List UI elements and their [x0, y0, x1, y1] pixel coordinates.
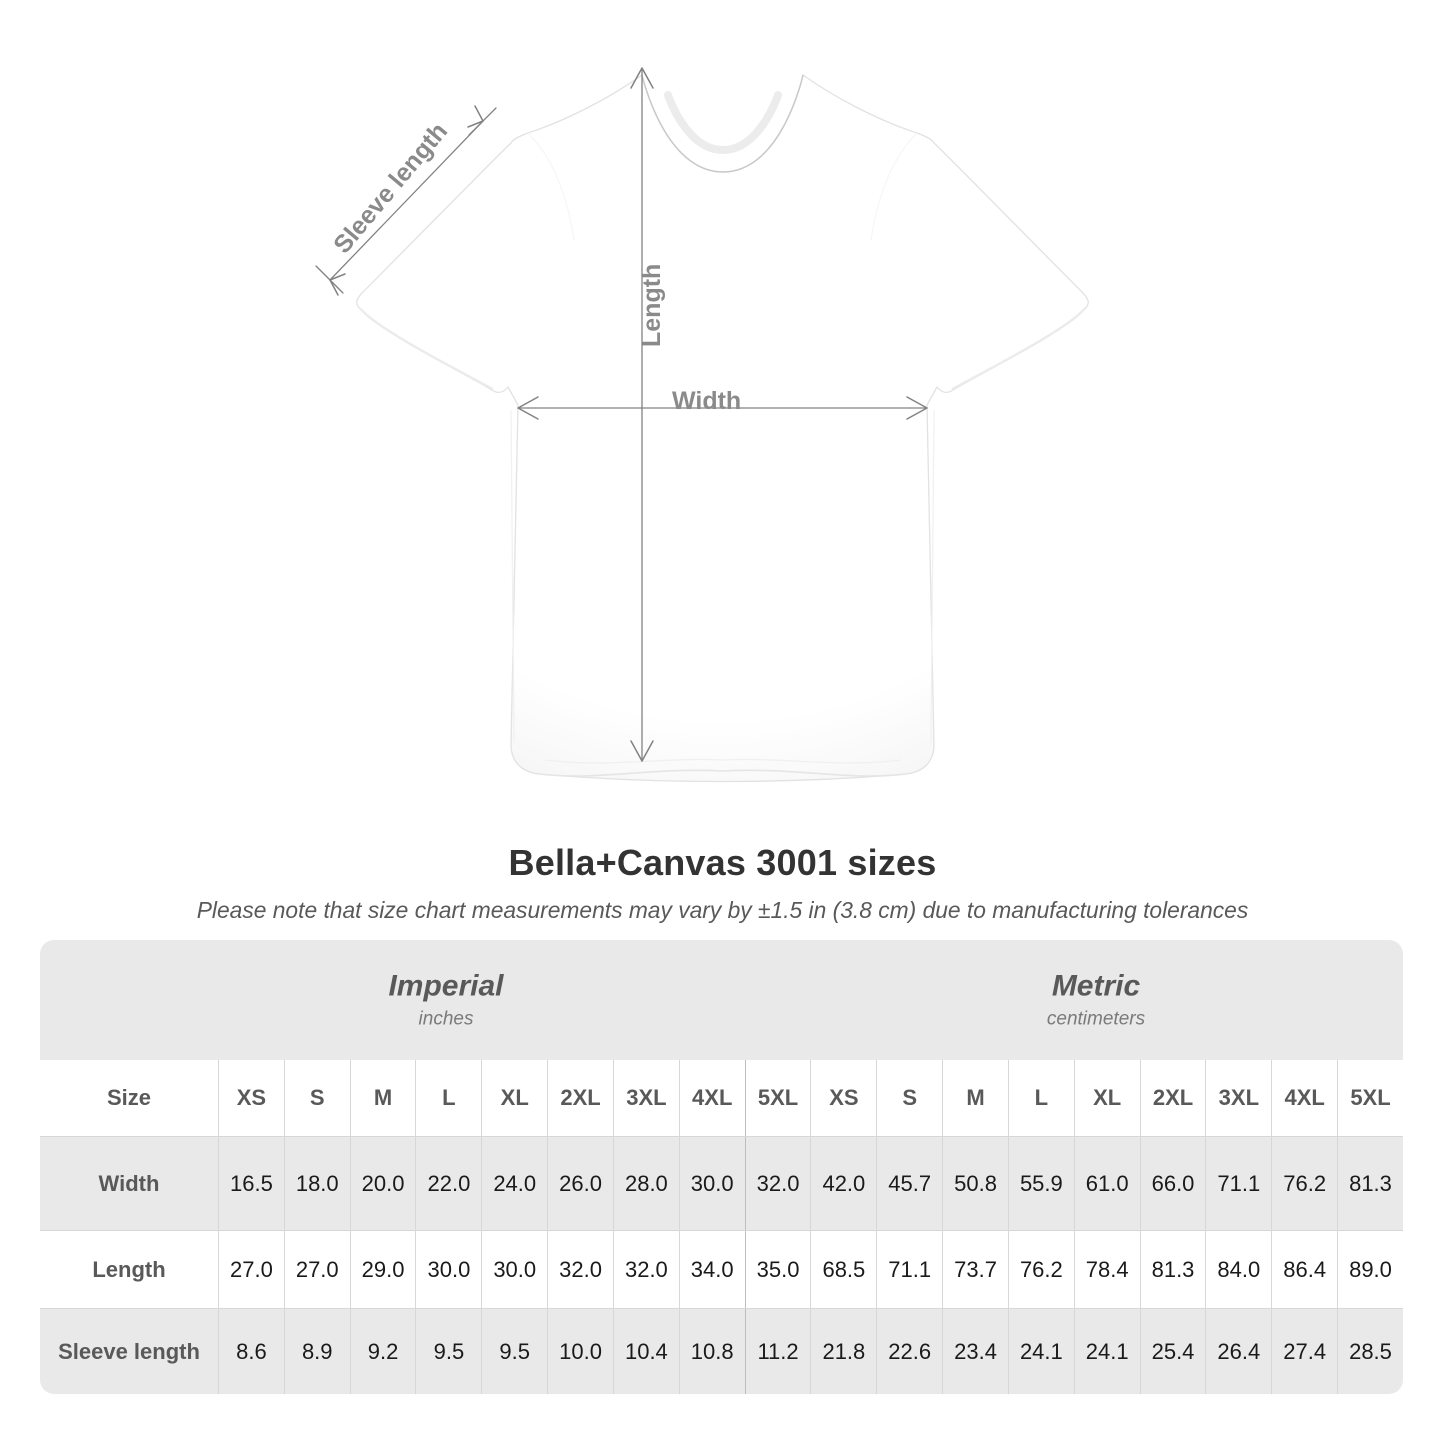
- svg-text:Width: Width: [672, 387, 741, 415]
- svg-text:Length: Length: [638, 264, 666, 347]
